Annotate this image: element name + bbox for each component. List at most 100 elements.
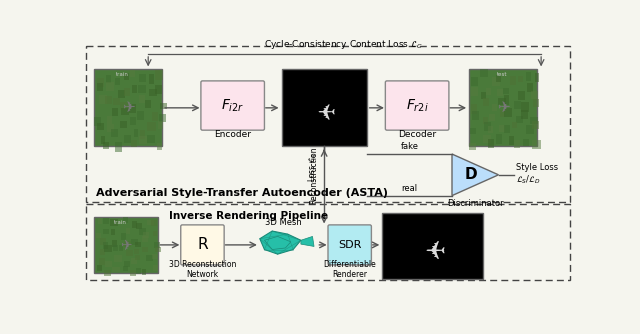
Bar	[149, 74, 154, 84]
Bar	[521, 110, 528, 120]
Bar	[134, 249, 140, 254]
Bar	[120, 102, 128, 110]
Bar	[472, 111, 479, 120]
Bar	[469, 143, 476, 150]
Bar	[100, 249, 105, 255]
Bar	[483, 117, 488, 124]
Bar	[155, 85, 163, 94]
Bar	[146, 255, 153, 262]
Bar	[126, 228, 131, 234]
Text: 3D Mesh: 3D Mesh	[265, 218, 301, 227]
Bar	[102, 142, 109, 149]
Bar	[136, 223, 142, 229]
Bar	[526, 125, 534, 134]
Text: $F_{i2r}$: $F_{i2r}$	[221, 97, 244, 114]
Bar	[135, 255, 140, 260]
Bar	[94, 117, 101, 126]
Bar	[113, 245, 118, 251]
Text: Adversarial Style-Transfer Autoencoder (ASTA): Adversarial Style-Transfer Autoencoder (…	[95, 187, 387, 197]
Bar	[86, 204, 570, 280]
Bar	[382, 213, 483, 279]
Bar	[110, 219, 118, 226]
Bar	[138, 96, 145, 104]
Bar	[138, 85, 146, 93]
Bar	[121, 108, 129, 115]
Bar	[97, 265, 102, 271]
Text: ✈: ✈	[122, 100, 134, 115]
Bar	[522, 102, 529, 112]
Bar	[147, 135, 155, 143]
Bar	[152, 112, 158, 121]
Bar	[152, 254, 157, 260]
Bar	[100, 238, 106, 245]
Text: 3D Reconstuction
Network: 3D Reconstuction Network	[169, 260, 236, 279]
Bar	[132, 85, 137, 93]
Bar	[515, 101, 521, 109]
Bar	[504, 108, 512, 117]
Bar	[124, 241, 131, 247]
Bar	[492, 77, 500, 87]
Bar	[98, 218, 102, 224]
Bar	[136, 268, 141, 275]
Bar	[143, 232, 148, 237]
Bar	[500, 110, 505, 117]
Bar	[153, 231, 157, 236]
Bar	[107, 116, 112, 124]
Bar	[140, 130, 145, 139]
Bar	[99, 258, 105, 265]
Bar	[140, 228, 146, 235]
Bar	[112, 108, 118, 116]
Bar	[509, 76, 516, 85]
Polygon shape	[452, 154, 499, 196]
Bar	[532, 121, 539, 129]
Bar	[94, 69, 162, 146]
Bar	[106, 82, 114, 91]
Bar	[115, 78, 120, 85]
Bar	[97, 124, 104, 130]
Bar	[124, 88, 130, 96]
Bar	[124, 135, 131, 143]
Bar	[488, 139, 494, 148]
Bar	[535, 73, 540, 82]
Bar	[141, 270, 146, 276]
Bar	[483, 98, 488, 106]
Text: $F_{r2i}$: $F_{r2i}$	[406, 97, 429, 114]
Bar	[516, 116, 523, 123]
Text: ✈: ✈	[422, 234, 443, 258]
Bar	[497, 89, 502, 96]
Bar	[499, 125, 504, 132]
Bar	[112, 240, 116, 246]
Bar	[106, 75, 111, 84]
Bar	[118, 90, 125, 99]
Bar	[504, 96, 509, 105]
Polygon shape	[260, 231, 301, 254]
Text: SDR: SDR	[338, 240, 362, 250]
Bar	[111, 129, 118, 137]
Bar	[134, 129, 138, 137]
Bar	[139, 74, 146, 82]
Bar	[131, 259, 138, 264]
Bar	[486, 88, 492, 95]
Bar	[131, 117, 136, 125]
Text: test: test	[497, 72, 508, 77]
Bar	[124, 217, 127, 223]
Bar	[118, 245, 123, 251]
Text: Differentiable
Renderer: Differentiable Renderer	[323, 260, 376, 279]
Bar	[129, 104, 136, 113]
Bar	[523, 139, 529, 146]
Bar	[488, 126, 493, 133]
Bar	[106, 261, 111, 267]
Text: Style Loss
$\mathcal{L}_S/\mathcal{L}_D$: Style Loss $\mathcal{L}_S/\mathcal{L}_D$	[516, 163, 557, 186]
Bar	[104, 229, 109, 234]
FancyBboxPatch shape	[201, 81, 264, 130]
Bar	[139, 136, 147, 144]
Text: ✈: ✈	[120, 238, 132, 252]
Text: fake: fake	[401, 142, 419, 151]
Text: ✈: ✈	[315, 98, 333, 118]
Text: Decoder: Decoder	[398, 130, 436, 139]
Bar	[147, 220, 154, 225]
Bar	[496, 75, 501, 82]
Bar	[159, 103, 167, 109]
Bar	[155, 247, 161, 252]
Bar	[509, 136, 514, 145]
